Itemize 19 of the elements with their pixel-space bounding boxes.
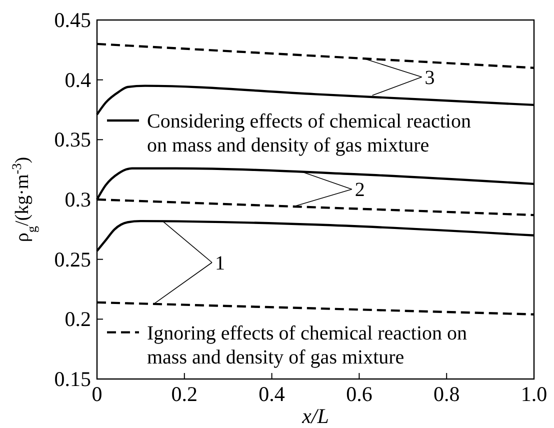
y-tick-label: 0.45	[54, 8, 91, 32]
legend-label: Considering effects of chemical reaction on mass and density of gas mixture	[147, 110, 471, 157]
y-tick-label: 0.4	[64, 68, 92, 92]
y-tick-label: 0.2	[64, 307, 91, 332]
y-tick-label: 0.35	[54, 128, 91, 152]
annotation: 3	[424, 66, 435, 89]
x-tick-label: 0.2	[171, 382, 198, 406]
legend-label: Ignoring effects of chemical reaction on mass and density of gas mixture	[147, 322, 468, 368]
x-tick-label: 0.8	[433, 382, 460, 406]
y-tick-label: 0.3	[64, 188, 91, 212]
y-tick-label: 0.25	[54, 247, 91, 272]
x-tick-label: 0.4	[258, 382, 286, 406]
x-axis-title: x/L	[301, 404, 329, 428]
annotation: 2	[354, 179, 365, 202]
x-tick-label: 0.6	[346, 382, 372, 406]
annotation: 1	[214, 252, 225, 275]
y-tick-label: 0.15	[54, 367, 91, 391]
x-tick-label: 1.0	[520, 382, 548, 406]
x-tick-label: 0	[92, 382, 102, 406]
